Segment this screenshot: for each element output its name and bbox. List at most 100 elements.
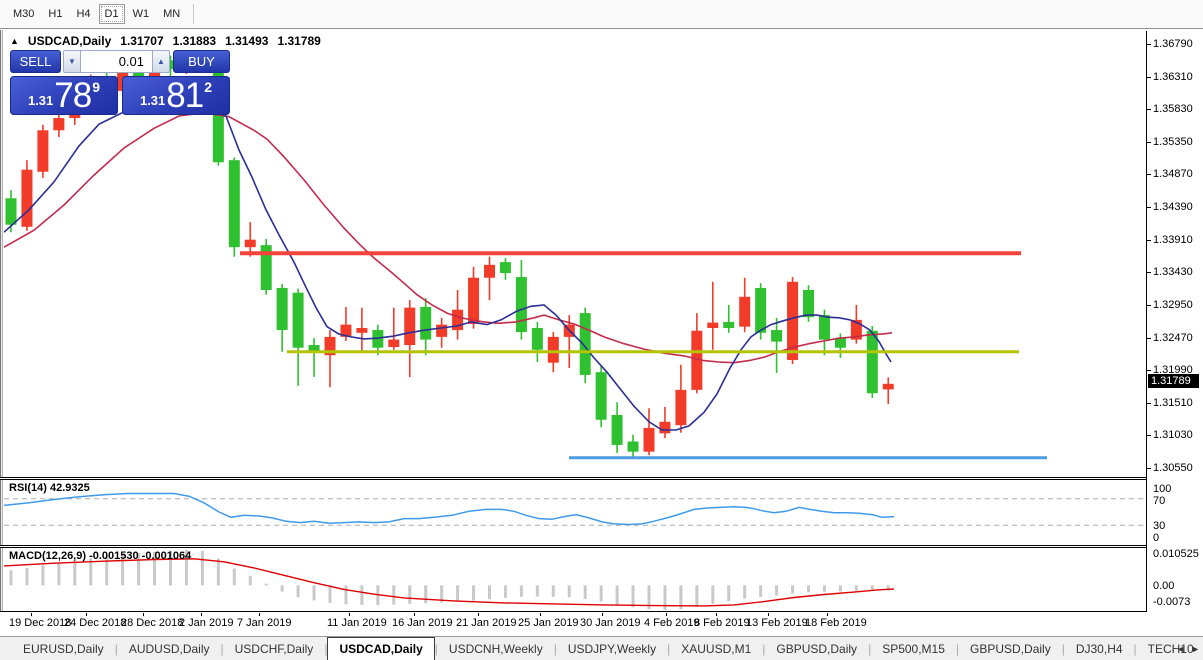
tab-separator: | bbox=[667, 641, 671, 656]
macd-histogram-bar bbox=[105, 556, 109, 586]
timeframe-button-mn[interactable]: MN bbox=[163, 8, 181, 20]
rsi-axis-label: 30 bbox=[1153, 520, 1166, 532]
macd-histogram-bar bbox=[440, 585, 444, 603]
price-tick-mark bbox=[1147, 109, 1151, 110]
macd-indicator-canvas[interactable] bbox=[4, 548, 1146, 611]
rsi-axis-label: 70 bbox=[1153, 495, 1166, 507]
price-tick-label: 1.36310 bbox=[1153, 71, 1193, 83]
tab-separator: | bbox=[762, 641, 766, 656]
chart-tab-eurusd-daily[interactable]: EURUSD,Daily bbox=[23, 641, 104, 656]
tab-scroll-arrows: ◄ ► bbox=[1176, 637, 1200, 660]
macd-histogram-bar bbox=[743, 585, 747, 599]
chart-tab-xauusd-m1[interactable]: XAUUSD,M1 bbox=[681, 641, 752, 656]
macd-histogram-bar bbox=[408, 585, 412, 604]
candle-body bbox=[244, 239, 256, 248]
timeframe-button-h1[interactable]: H1 bbox=[48, 8, 63, 20]
date-tick-mark bbox=[414, 613, 415, 616]
rsi-label: RSI(14) 42.9325 bbox=[9, 482, 90, 494]
tab-scroll-left-icon[interactable]: ◄ bbox=[1176, 644, 1186, 654]
chart-workspace: ▲ USDCAD,Daily 1.31707 1.31883 1.31493 1… bbox=[0, 30, 1203, 636]
candle-body bbox=[850, 319, 862, 340]
macd-histogram-bar bbox=[679, 585, 683, 610]
tab-scroll-right-icon[interactable]: ► bbox=[1191, 644, 1200, 654]
candle-body bbox=[484, 264, 495, 278]
rsi-indicator-canvas[interactable] bbox=[4, 480, 1146, 545]
sell-price-pip: 9 bbox=[92, 79, 101, 95]
timeframe-button-h4[interactable]: H4 bbox=[76, 8, 91, 20]
macd-histogram-bar bbox=[137, 553, 141, 586]
date-tick-mark bbox=[666, 613, 667, 616]
macd-histogram-bar bbox=[73, 560, 77, 586]
chart-tab-usdchf-daily[interactable]: USDCHF,Daily bbox=[234, 641, 314, 656]
date-tick-label: 13 Feb 2019 bbox=[746, 617, 808, 629]
candle-body bbox=[531, 328, 543, 350]
candle-body bbox=[372, 330, 384, 348]
buy-price-display[interactable]: 1.31 81 2 bbox=[122, 76, 230, 115]
candle-body bbox=[276, 287, 288, 331]
candle-body bbox=[53, 118, 65, 131]
rsi-axis-label: 100 bbox=[1153, 483, 1172, 495]
tab-separator: | bbox=[868, 641, 872, 656]
volume-increase-button[interactable]: ▲ bbox=[152, 50, 170, 73]
date-axis[interactable]: 19 Dec 2018 24 Dec 2018 28 Dec 2018 2 Jan 2… bbox=[4, 613, 1146, 636]
timeframe-button-w1[interactable]: W1 bbox=[132, 8, 150, 20]
candle-body bbox=[771, 330, 783, 342]
sell-price-prefix: 1.31 bbox=[27, 93, 54, 108]
chart-tab-tech10[interactable]: TECH10 bbox=[1147, 641, 1194, 656]
candle-body bbox=[675, 389, 687, 426]
macd-histogram-bar bbox=[695, 585, 699, 607]
macd-histogram-bar bbox=[615, 585, 619, 605]
chart-tab-gbpusd-daily[interactable]: GBPUSD,Daily bbox=[970, 641, 1051, 656]
chart-tab-sp500-m15[interactable]: SP500,M15 bbox=[882, 641, 945, 656]
sell-price-display[interactable]: 1.31 78 9 bbox=[10, 76, 118, 115]
collapse-triangle-icon[interactable]: ▲ bbox=[10, 36, 19, 46]
chart-tab-dj30-h4[interactable]: DJ30,H4 bbox=[1075, 641, 1123, 656]
macd-histogram-bar bbox=[503, 585, 507, 598]
chart-rsi-splitter[interactable] bbox=[0, 477, 1203, 480]
chart-tab-usdcad-daily[interactable]: USDCAD,Daily bbox=[327, 637, 435, 660]
candle-body bbox=[643, 427, 655, 452]
timeframe-button-m30[interactable]: M30 bbox=[13, 8, 35, 20]
timeframe-toolbar: M30 H1 H4 D1 W1 MN bbox=[0, 0, 1203, 29]
rsi-macd-splitter[interactable] bbox=[0, 545, 1203, 548]
price-tick-mark bbox=[1147, 240, 1151, 241]
timeframe-button-d1[interactable]: D1 bbox=[98, 4, 125, 24]
price-axis[interactable]: 1.36790 1.36310 1.35830 1.35350 1.34870 1.343… bbox=[1147, 31, 1203, 612]
toolbar-separator bbox=[193, 4, 195, 24]
candle-body bbox=[595, 372, 607, 420]
tab-separator: | bbox=[324, 641, 328, 656]
date-tick-label: 30 Jan 2019 bbox=[580, 617, 641, 629]
candle-body bbox=[260, 245, 272, 290]
macd-histogram-bar bbox=[519, 585, 523, 597]
indicator-line bbox=[4, 558, 895, 607]
candle-body bbox=[5, 198, 17, 225]
chart-tab-usdjpy-weekly[interactable]: USDJPY,Weekly bbox=[567, 641, 657, 656]
date-tick-mark bbox=[478, 613, 479, 616]
sell-button[interactable]: SELL bbox=[10, 50, 61, 73]
chart-tab-audusd-daily[interactable]: AUDUSD,Daily bbox=[128, 641, 210, 656]
date-tick-label: 18 Feb 2019 bbox=[805, 617, 867, 629]
chevron-up-icon: ▲ bbox=[157, 57, 165, 66]
macd-histogram-bar bbox=[25, 567, 29, 586]
volume-input[interactable] bbox=[81, 50, 152, 73]
macd-histogram-bar bbox=[9, 570, 13, 586]
macd-histogram-bar bbox=[41, 565, 45, 586]
price-tick-mark bbox=[1147, 44, 1151, 45]
candle-body bbox=[803, 289, 814, 318]
candle-body bbox=[691, 330, 703, 390]
price-tick-label: 1.32950 bbox=[1153, 299, 1193, 311]
chart-tab-gbpusd-daily[interactable]: GBPUSD,Daily bbox=[776, 641, 858, 656]
chart-tab-strip: EURUSD,Daily | AUDUSD,Daily | USDCHF,Daily | U… bbox=[0, 636, 1203, 660]
macd-axis-splitter bbox=[0, 611, 1203, 613]
candle-body bbox=[755, 287, 767, 333]
chart-tab-usdcnh-weekly[interactable]: USDCNH,Weekly bbox=[448, 641, 543, 656]
volume-decrease-button[interactable]: ▼ bbox=[63, 50, 81, 73]
candle-body bbox=[499, 262, 511, 273]
date-tick-label: 25 Jan 2019 bbox=[518, 617, 579, 629]
candle-body bbox=[882, 383, 894, 390]
price-tick-label: 1.31510 bbox=[1153, 397, 1193, 409]
sell-price-big: 78 bbox=[54, 76, 92, 116]
buy-button[interactable]: BUY bbox=[173, 50, 230, 73]
candle-body bbox=[611, 415, 623, 445]
